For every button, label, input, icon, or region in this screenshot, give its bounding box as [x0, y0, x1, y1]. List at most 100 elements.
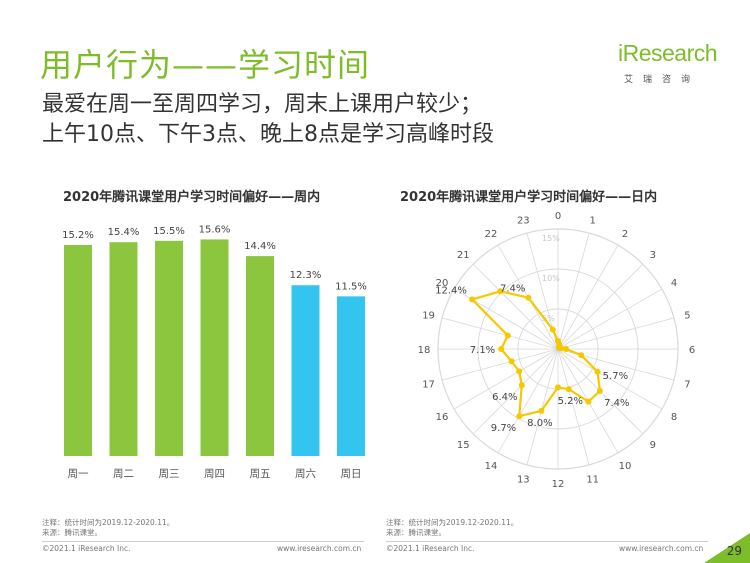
radar-hour-label-20: 20: [436, 278, 449, 289]
radar-point-11: [565, 386, 572, 393]
page-title: 用户行为——学习时间: [40, 46, 371, 84]
radar-ring-label-1: 10%: [542, 274, 560, 283]
radar-point-16: [516, 368, 523, 375]
hourly-radar-chart: 5%10%15%0 1234567891011121314151617181920…: [418, 211, 696, 488]
radar-hour-label-10: 10: [619, 461, 632, 472]
logo-subtitle: 艾瑞咨询: [624, 75, 701, 85]
radar-value-label-1: 7.4%: [604, 398, 629, 409]
radar-hour-label-22: 22: [485, 229, 498, 240]
bar-value-label-5: 12.3%: [290, 270, 322, 281]
radar-point-21: [497, 288, 504, 295]
radar-hour-label-15: 15: [457, 440, 470, 451]
radar-hour-label-18: 18: [418, 345, 431, 356]
radar-spoke-17: [441, 348, 559, 381]
radar-spoke-15: [472, 348, 559, 435]
radar-hour-label-16: 16: [436, 412, 449, 423]
bar-value-label-6: 11.5%: [335, 281, 367, 292]
radar-spoke-14: [497, 348, 559, 454]
bar-value-label-0: 15.2%: [62, 230, 94, 241]
radar-hour-label-23: 23: [517, 216, 530, 227]
radar-hour-label-0: 0: [555, 211, 561, 222]
right-footnote: 注释：统计时间为2019.12-2020.11。 来源：腾讯课堂。: [386, 518, 518, 538]
bar-chart-title: 2020年腾讯课堂用户学习时间偏好——周内: [63, 190, 321, 205]
radar-value-label-7: 12.4%: [435, 285, 467, 296]
radar-spoke-2: [557, 244, 619, 350]
subtitle-line-1: 最爱在周一至周四学习，周末上课用户较少；: [42, 92, 483, 117]
radar-point-23: [549, 326, 556, 333]
page-number: 29: [726, 544, 742, 558]
bar-category-label-2: 周三: [159, 468, 180, 480]
radar-ring-label-2: 15%: [542, 234, 560, 243]
right-footer-divider: [386, 541, 708, 542]
radar-spoke-13: [526, 348, 559, 466]
left-copyright: ©2021.1 iResearch Inc.: [42, 544, 131, 553]
left-url: www.iresearch.com.cn: [277, 544, 362, 553]
right-footnote-note: 注释：统计时间为2019.12-2020.11。: [386, 518, 519, 527]
radar-point-14: [516, 413, 523, 420]
radar-point-17: [508, 358, 515, 365]
radar-point-13: [538, 407, 545, 414]
bar-category-label-1: 周二: [113, 468, 134, 480]
bar-category-label-3: 周四: [204, 468, 225, 480]
radar-hour-label-8: 8: [671, 412, 677, 423]
radar-spoke-5: [557, 317, 675, 350]
radar-point-6: [563, 346, 569, 352]
radar-hour-label-17: 17: [422, 380, 435, 391]
radar-hour-label-12: 12: [552, 479, 565, 488]
radar-hour-label-11: 11: [586, 474, 599, 485]
radar-point-7: [578, 352, 585, 359]
radar-hour-label-19: 19: [422, 310, 435, 321]
bar-1: [109, 242, 138, 456]
bar-5: [291, 285, 320, 456]
radar-hour-label-2: 2: [622, 229, 628, 240]
radar-hour-label-14: 14: [485, 461, 498, 472]
radar-ring-2: [437, 228, 679, 470]
radar-chart-title: 2020年腾讯课堂用户学习时间偏好——日内: [400, 190, 658, 205]
bar-value-label-3: 15.6%: [199, 224, 231, 235]
radar-ring-label-0: 5%: [542, 314, 555, 323]
radar-hour-label-1: 1: [589, 216, 595, 227]
radar-point-18: [498, 346, 505, 352]
right-copyright: ©2021.1 iResearch Inc.: [386, 544, 475, 553]
bar-2: [155, 240, 183, 456]
radar-point-10: [585, 398, 592, 405]
radar-spoke-11: [557, 348, 590, 466]
right-footnote-source: 来源：腾讯课堂。: [386, 528, 446, 537]
radar-spoke-8: [557, 348, 663, 410]
radar-spoke-21: [472, 263, 559, 350]
radar-point-8: [594, 368, 601, 375]
iresearch-logo: iResearch 艾瑞咨询: [618, 40, 718, 90]
corner-accent: [704, 533, 750, 563]
radar-point-9: [596, 387, 603, 394]
right-url: www.iresearch.com.cn: [619, 544, 704, 553]
left-footnote-note: 注释：统计时间为2019.12-2020.11。: [42, 518, 175, 527]
bar-category-label-6: 周日: [341, 468, 362, 480]
radar-hour-label-5: 5: [684, 310, 690, 321]
left-footnote-source: 来源：腾讯课堂。: [42, 528, 102, 537]
radar-value-label-2: 5.2%: [558, 396, 583, 407]
radar-value-label-6: 7.1%: [470, 345, 495, 356]
bar-3: [200, 239, 229, 456]
bar-0: [64, 244, 92, 456]
radar-hour-label-21: 21: [457, 250, 470, 261]
radar-hour-label-4: 4: [671, 278, 677, 289]
radar-point-22: [525, 294, 532, 301]
left-footnote: 注释：统计时间为2019.12-2020.11。 来源：腾讯课堂。: [42, 518, 174, 538]
radar-point-5: [558, 345, 565, 352]
radar-value-label-3: 8.0%: [527, 418, 552, 429]
radar-point-19: [504, 332, 511, 339]
bar-value-label-4: 14.4%: [244, 241, 276, 252]
weekday-bar-chart: 15.2% 周一 15.4% 周二 15.5% 周三 15.6% 周四 14.4% 周五 12.3%…: [62, 224, 367, 480]
left-footer-divider: [42, 541, 364, 542]
radar-spoke-4: [557, 288, 663, 350]
radar-spoke-19: [441, 317, 559, 350]
radar-value-label-0: 5.7%: [603, 371, 628, 382]
radar-point-15: [518, 382, 525, 389]
page-subtitle: 最爱在周一至周四学习，周末上课用户较少； 上午10点、下午3点、晚上8点是学习高…: [42, 90, 494, 150]
radar-spoke-3: [557, 263, 644, 350]
logo-wordmark: iResearch: [618, 40, 718, 66]
radar-hour-label-13: 13: [517, 474, 530, 485]
radar-point-12: [555, 384, 561, 391]
bar-value-label-2: 15.5%: [153, 226, 185, 237]
radar-value-label-8: 7.4%: [500, 284, 525, 295]
